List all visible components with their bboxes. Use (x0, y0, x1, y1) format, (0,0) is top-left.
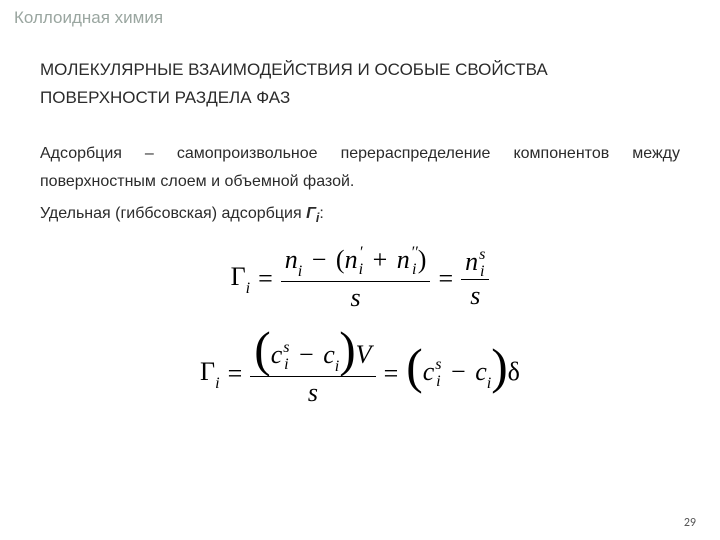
gamma-symbol: Гi (306, 205, 319, 222)
f2-eq: = (228, 359, 243, 389)
def2-prefix: Удельная (гиббсовская) адсорбция (40, 205, 306, 222)
f1-eq: = (258, 264, 273, 294)
page-number: 29 (684, 516, 696, 530)
f2-lhs: Гi (200, 357, 220, 391)
slide: Коллоидная химия МОЛЕКУЛЯРНЫЕ ВЗАИМОДЕЙС… (0, 0, 720, 540)
f1-eq2: = (438, 264, 453, 294)
f1-lhs: Гi (231, 262, 251, 296)
formula-2-block: Гi = (csi − ci)V s = (csi − ci)δ (40, 341, 680, 408)
f2-frac: (csi − ci)V s (250, 341, 375, 408)
formula-1-block: Гi = ni − (n′i + n′′i) s = nsi (40, 246, 680, 313)
section-title-line2: ПОВЕРХНОСТИ РАЗДЕЛА ФАЗ (40, 88, 290, 107)
f1-frac2: nsi s (461, 248, 489, 311)
section-title: МОЛЕКУЛЯРНЫЕ ВЗАИМОДЕЙСТВИЯ И ОСОБЫЕ СВО… (40, 56, 680, 112)
slide-header: Коллоидная химия (14, 8, 163, 28)
f2-eq2: = (384, 359, 399, 389)
formula-2: Гi = (csi − ci)V s = (csi − ci)δ (200, 341, 520, 408)
def2-colon: : (319, 205, 323, 222)
definition-paragraph: Адсорбция – самопроизвольное перераспред… (40, 140, 680, 196)
section-title-line1: МОЛЕКУЛЯРНЫЕ ВЗАИМОДЕЙСТВИЯ И ОСОБЫЕ СВО… (40, 60, 548, 79)
f2-rhs: (csi − ci)δ (406, 357, 520, 391)
definition-line2: Удельная (гиббсовская) адсорбция Гi: (40, 200, 680, 230)
f1-frac1: ni − (n′i + n′′i) s (281, 246, 431, 313)
formula-1: Гi = ni − (n′i + n′′i) s = nsi (231, 246, 490, 313)
content-area: МОЛЕКУЛЯРНЫЕ ВЗАИМОДЕЙСТВИЯ И ОСОБЫЕ СВО… (40, 56, 680, 407)
